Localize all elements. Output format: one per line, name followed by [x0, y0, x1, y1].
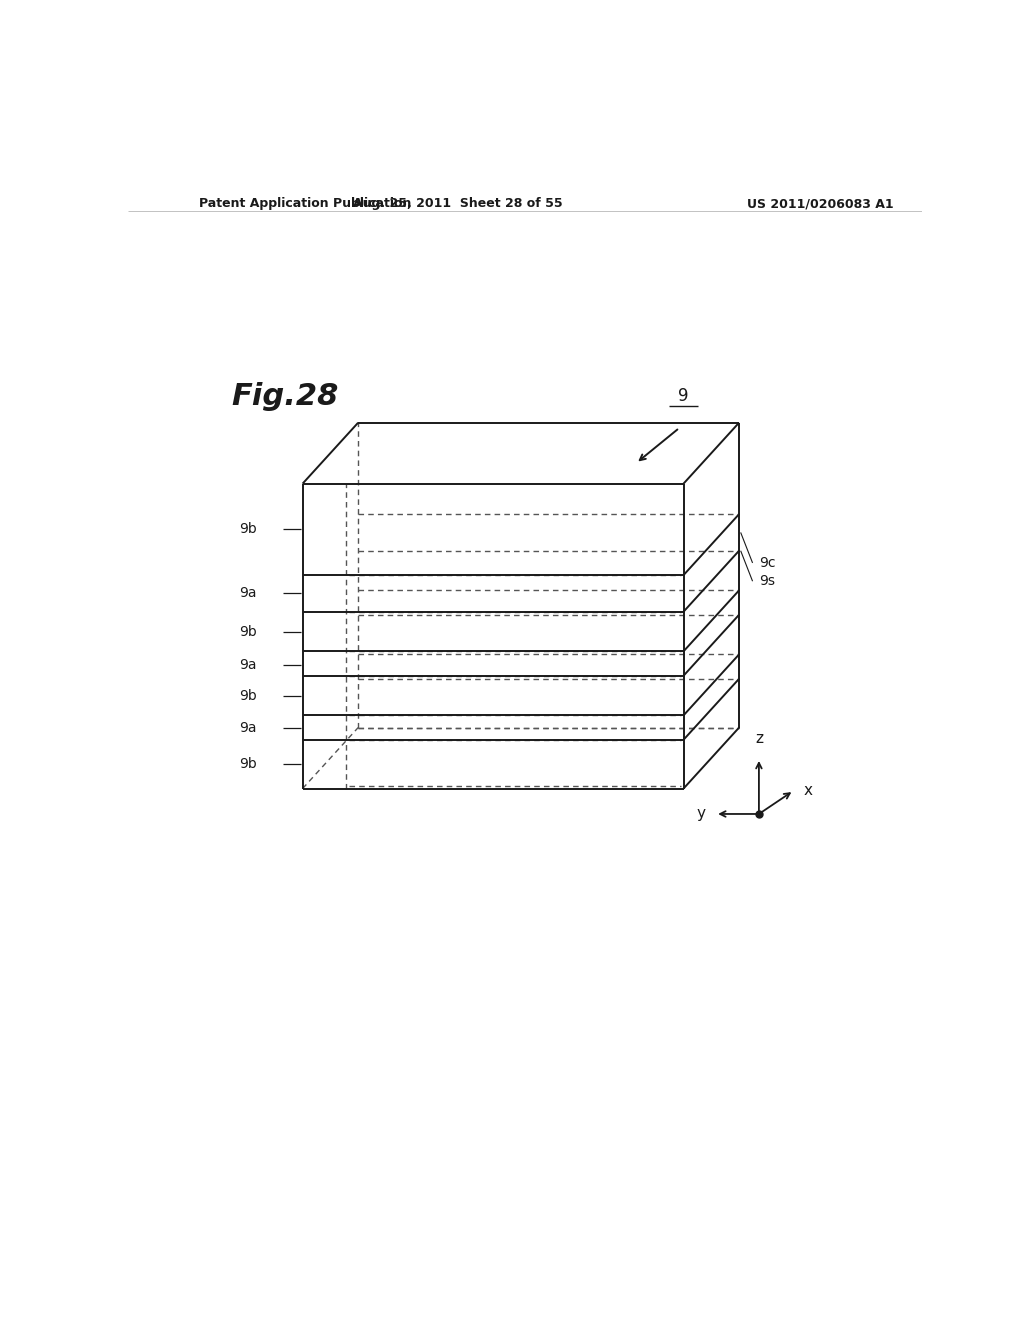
Text: 9: 9	[678, 387, 689, 405]
Text: 9b: 9b	[240, 758, 257, 771]
Text: 9b: 9b	[240, 689, 257, 702]
Text: y: y	[696, 807, 706, 821]
Text: US 2011/0206083 A1: US 2011/0206083 A1	[748, 197, 894, 210]
Text: 9a: 9a	[240, 659, 257, 672]
Text: Aug. 25, 2011  Sheet 28 of 55: Aug. 25, 2011 Sheet 28 of 55	[352, 197, 562, 210]
Text: 9b: 9b	[240, 624, 257, 639]
Text: Patent Application Publication: Patent Application Publication	[200, 197, 412, 210]
Text: 9s: 9s	[759, 574, 775, 589]
Text: 9c: 9c	[759, 556, 775, 570]
Text: 9a: 9a	[240, 586, 257, 601]
Text: 9a: 9a	[240, 721, 257, 735]
Text: x: x	[804, 783, 812, 799]
Text: z: z	[755, 731, 763, 746]
Text: Fig.28: Fig.28	[231, 381, 339, 411]
Text: 9b: 9b	[240, 523, 257, 536]
